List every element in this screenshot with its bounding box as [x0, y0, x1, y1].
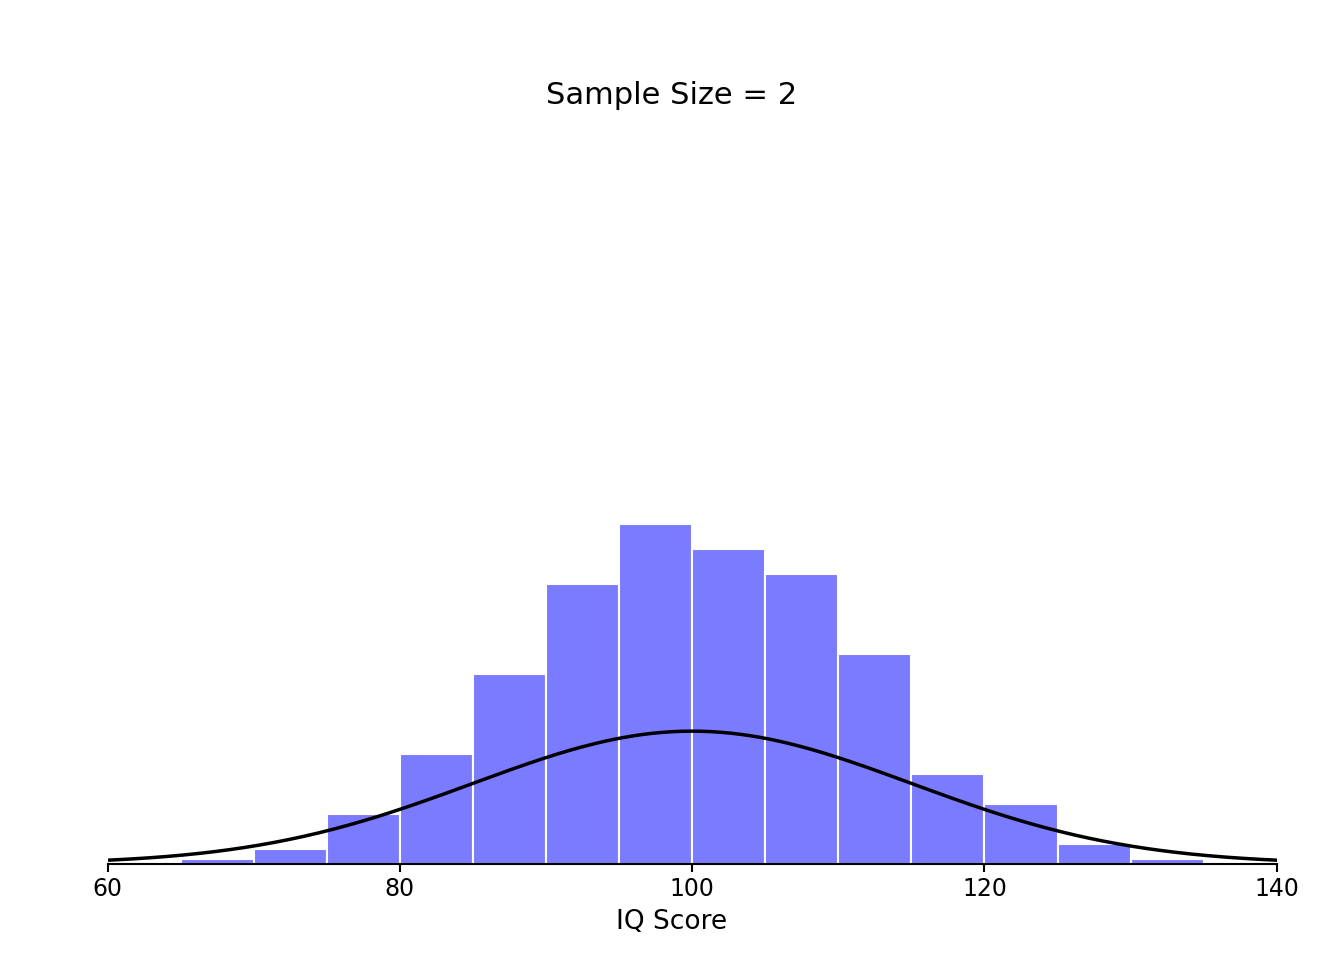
Bar: [692, 549, 765, 864]
Text: Sample Size = 2: Sample Size = 2: [547, 82, 797, 110]
Bar: [1130, 859, 1204, 864]
Text: IQ Score: IQ Score: [617, 908, 727, 935]
Bar: [546, 585, 620, 864]
Bar: [327, 814, 401, 864]
Bar: [180, 859, 254, 864]
Bar: [473, 674, 546, 864]
Bar: [254, 849, 327, 864]
Bar: [765, 574, 839, 864]
Bar: [984, 804, 1058, 864]
Bar: [839, 654, 911, 864]
Bar: [620, 524, 692, 864]
Bar: [399, 755, 473, 864]
Bar: [911, 774, 984, 864]
Bar: [1058, 844, 1130, 864]
